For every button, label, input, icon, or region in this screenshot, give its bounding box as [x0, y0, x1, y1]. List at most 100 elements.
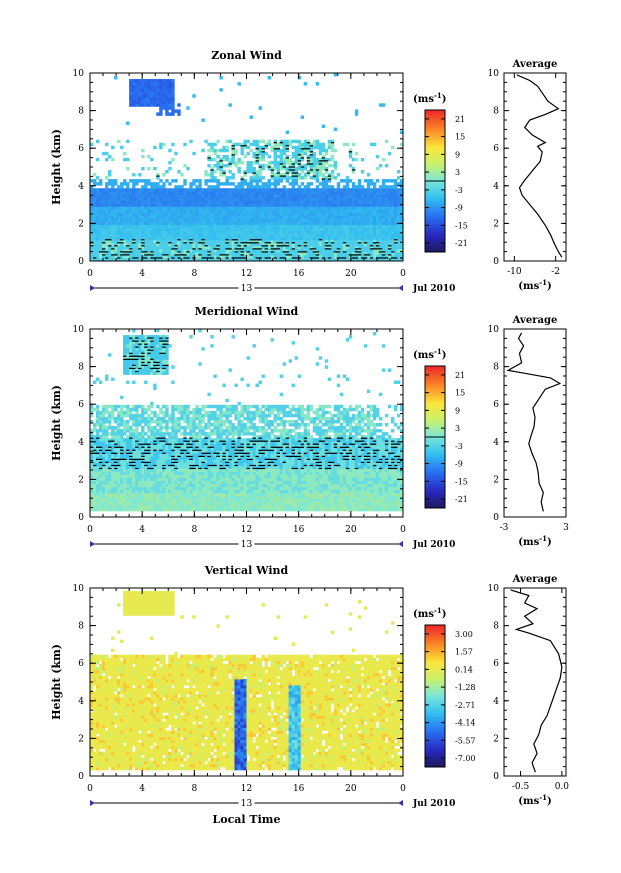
heatmap-cell	[207, 230, 211, 235]
heatmap-cell	[216, 194, 220, 198]
heatmap-cell	[231, 227, 235, 232]
heatmap-cell	[96, 501, 100, 506]
heatmap-cell	[291, 188, 296, 192]
heatmap-cell	[156, 344, 160, 348]
heatmap-cell	[228, 206, 232, 210]
heatmap-cell	[102, 242, 106, 247]
heatmap-cell	[93, 501, 97, 506]
heatmap-cell	[159, 423, 163, 427]
heatmap-cell	[384, 139, 389, 144]
heatmap-cell	[123, 459, 127, 463]
profile-y-tick-label: 8	[493, 107, 499, 117]
heatmap-cell	[123, 365, 127, 369]
heatmap-cell	[273, 167, 277, 171]
contour-segment	[132, 242, 136, 244]
heatmap-cell	[168, 257, 172, 262]
heatmap-cell	[285, 194, 290, 198]
heatmap-cell	[285, 170, 290, 174]
heatmap-cell	[162, 142, 166, 147]
heatmap-cell	[96, 215, 100, 219]
heatmap-cell	[123, 465, 127, 469]
heatmap-cell	[204, 239, 208, 244]
heatmap-cell	[390, 233, 395, 238]
heatmap-cell	[219, 173, 223, 177]
contour-segment	[336, 251, 341, 253]
heatmap-cell	[213, 239, 217, 244]
heatmap-cell	[165, 338, 169, 342]
heatmap-cell	[132, 257, 136, 262]
heatmap-cell	[327, 194, 332, 198]
heatmap-cell	[291, 206, 296, 210]
heatmap-cell	[225, 257, 229, 262]
heatmap-cell	[156, 197, 160, 201]
heatmap-cell	[132, 236, 136, 241]
heatmap-cell	[114, 404, 118, 409]
heatmap-cell	[306, 209, 311, 213]
heatmap-cell	[147, 507, 151, 512]
heatmap-cell	[357, 248, 362, 253]
contour-segment	[369, 245, 374, 247]
heatmap-cell	[252, 221, 256, 226]
heatmap-cell	[141, 212, 145, 216]
heatmap-cell	[297, 257, 302, 262]
heatmap-cell	[324, 212, 329, 216]
heatmap-cell	[360, 212, 365, 216]
heatmap-cell	[96, 233, 100, 238]
heatmap-cell	[90, 429, 94, 433]
heatmap-cell	[240, 185, 244, 189]
colorbar-swatch	[425, 247, 445, 251]
heatmap-cell	[135, 245, 139, 250]
heatmap-cell	[378, 239, 383, 244]
heatmap-cell	[159, 492, 163, 497]
heatmap-cell	[252, 218, 256, 222]
heatmap-cell	[105, 441, 109, 445]
colorbar-swatch	[425, 199, 445, 203]
heatmap-cell	[387, 236, 392, 241]
heatmap-cell	[135, 492, 139, 497]
heatmap-cell	[234, 251, 238, 256]
heatmap-cell	[168, 160, 172, 165]
heatmap-cell	[96, 507, 100, 512]
heatmap-cell	[132, 233, 136, 238]
heatmap-cell	[99, 197, 103, 201]
heatmap-cell	[129, 203, 133, 207]
heatmap-cell	[270, 173, 274, 177]
heatmap-cell	[165, 368, 169, 372]
heatmap-cell	[96, 194, 100, 198]
heatmap-cell	[117, 453, 121, 457]
contour-segment	[264, 248, 268, 250]
heatmap-cell	[165, 426, 169, 430]
heatmap-cell	[324, 151, 329, 156]
heatmap-cell	[162, 450, 166, 454]
heatmap-cell	[186, 194, 190, 198]
heatmap-cell	[210, 212, 214, 216]
heatmap-cell	[321, 221, 326, 226]
heatmap-cell	[222, 230, 226, 235]
contour-segment	[102, 254, 106, 256]
heatmap-cell	[384, 251, 389, 256]
heatmap-cell	[159, 453, 163, 457]
contour-segment	[255, 148, 259, 150]
heatmap-cell	[90, 254, 94, 259]
heatmap-cell	[150, 188, 154, 192]
heatmap-cell	[105, 224, 109, 229]
heatmap-cell	[162, 79, 166, 83]
heatmap-cell	[363, 248, 368, 253]
colorbar-swatch	[425, 112, 445, 116]
heatmap-cell	[261, 203, 265, 207]
heatmap-cell	[318, 167, 323, 171]
heatmap-cell	[165, 504, 169, 509]
heatmap-cell	[99, 423, 103, 427]
heatmap-cell	[141, 365, 145, 369]
heatmap-cell	[189, 212, 193, 216]
heatmap-cell	[129, 359, 133, 363]
heatmap-cell	[165, 200, 169, 204]
heatmap-cell	[135, 462, 139, 466]
heatmap-cell	[183, 242, 187, 247]
heatmap-cell	[198, 212, 202, 216]
heatmap-cell	[336, 227, 341, 232]
heatmap-cell	[390, 145, 395, 150]
contour-segment	[282, 245, 286, 247]
contour-segment	[306, 142, 311, 144]
heatmap-cell	[237, 215, 241, 219]
